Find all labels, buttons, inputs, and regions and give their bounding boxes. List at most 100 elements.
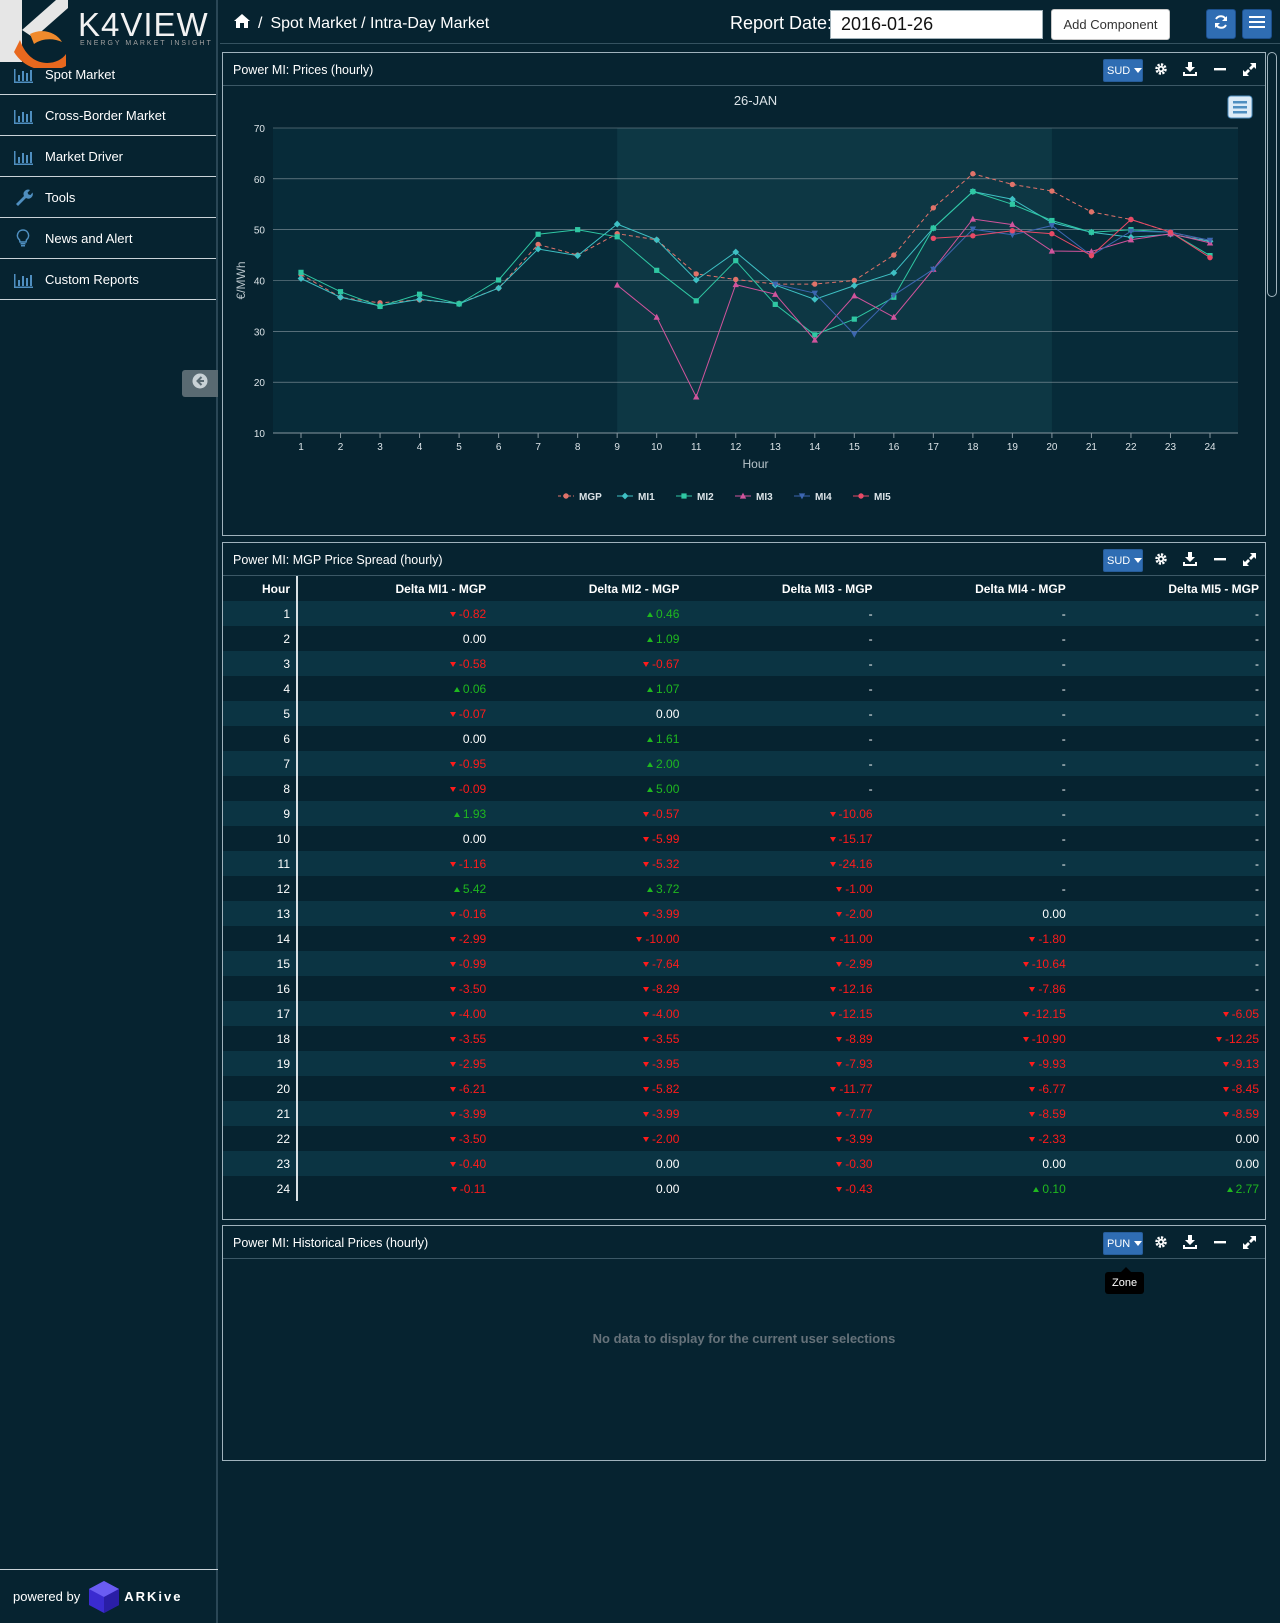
sidebar-item-custom-reports[interactable]: Custom Reports [0,259,216,300]
arrow-down-icon [449,1011,456,1017]
collapse-sidebar-button[interactable] [182,370,218,397]
cell-value: - [1061,731,1066,746]
refresh-button[interactable] [1206,9,1236,39]
download-button[interactable] [1181,1234,1199,1250]
hour-cell: 8 [223,776,298,801]
data-point-mi4 [930,266,937,273]
delta-cell: 0.00 [297,626,492,651]
chart-title: 26-JAN [734,93,777,108]
legend-label-mi1[interactable]: MI1 [638,492,655,503]
arrow-down-icon [1029,1136,1036,1142]
table-row: 19 -2.95 -3.95 -7.93 -9.93 -9.13 [223,1051,1265,1076]
home-icon[interactable] [234,14,250,33]
caret-down-icon [1134,1241,1143,1246]
delta-cell: -0.99 [297,951,493,976]
x-tick-label: 14 [809,442,821,453]
cell-value: 2 [283,631,290,646]
chart-scrollbar[interactable] [1267,52,1277,297]
legend-label-mi3[interactable]: MI3 [756,492,773,503]
legend-label-mi2[interactable]: MI2 [697,492,714,503]
zone-dropdown[interactable]: PUN [1103,1232,1143,1255]
arrow-down-icon [830,1086,837,1092]
arkive-logo[interactable]: ARKive [88,1580,182,1614]
minimize-button[interactable] [1211,1234,1229,1250]
cell-value: 0.00 [656,1156,680,1171]
zone-dropdown[interactable]: SUD [1103,59,1143,82]
delta-cell: -6.05 [1071,1001,1265,1026]
cell-value: 0.46 [656,606,680,621]
delta-cell: -6.21 [297,1076,492,1101]
add-component-button[interactable]: Add Component [1051,9,1170,40]
x-tick-label: 10 [651,442,663,453]
cell-value: -0.67 [652,656,680,671]
expand-button[interactable] [1240,1234,1258,1250]
cell-value: - [868,681,873,696]
minimize-button[interactable] [1211,551,1229,567]
delta-cell: -11.00 [685,926,878,951]
column-header[interactable]: Hour [223,576,298,601]
sidebar-item-news-and-alert[interactable]: News and Alert [0,218,216,259]
column-header[interactable]: Delta MI1 - MGP [395,581,487,596]
cell-value: -2.99 [845,956,873,971]
data-point-mi1 [1008,195,1016,203]
expand-button[interactable] [1240,551,1258,567]
x-tick-label: 6 [496,442,502,453]
sidebar-item-tools[interactable]: Tools [0,177,216,218]
cell-value: - [1255,656,1259,671]
data-point-mi3 [1009,221,1016,228]
report-date-input[interactable] [830,10,1043,39]
breadcrumb-current: Spot Market / Intra-Day Market [270,14,490,32]
column-header[interactable]: Delta MI2 - MGP [588,581,680,596]
hour-cell: 18 [223,1026,298,1051]
settings-button[interactable] [1152,61,1170,77]
delta-cell: -2.99 [297,926,492,951]
table-row: 9 1.93 -0.57 -10.06 - - [223,801,1265,826]
cell-value: 0.00 [462,731,487,746]
app-logo[interactable]: K4VIEW ENERGY MARKET INSIGHT [0,0,216,68]
cell-value: - [1061,656,1066,671]
sidebar-item-market-driver[interactable]: Market Driver [0,136,216,177]
arrow-up-icon [1033,1186,1040,1192]
cell-value: 5.42 [462,881,487,896]
delta-cell: -0.57 [492,801,686,826]
x-tick-label: 16 [888,442,900,453]
x-tick-label: 23 [1165,442,1177,453]
download-button[interactable] [1181,551,1199,567]
cell-value: 1.09 [656,631,680,646]
cell-value: - [1255,806,1259,821]
arrow-down-icon [829,811,836,817]
sidebar-item-spot-market[interactable]: Spot Market [0,54,216,95]
arrow-down-icon [449,1136,456,1142]
cell-value: - [1061,781,1066,796]
delta-cell: -0.16 [297,901,493,926]
delta-cell: 0.00 [492,1176,685,1201]
legend-label-mgp[interactable]: MGP [579,492,602,503]
arrow-down-icon [1222,1061,1229,1067]
table-row: 13 -0.16 -3.99 -2.00 0.00 - [223,901,1265,926]
minimize-button[interactable] [1211,61,1229,77]
delta-cell: -10.00 [492,926,685,951]
column-header[interactable]: Delta MI3 - MGP [781,581,873,596]
settings-button[interactable] [1152,1234,1170,1250]
y-tick-label: 20 [254,378,266,389]
zone-dropdown[interactable]: SUD [1103,549,1143,572]
menu-button[interactable] [1242,9,1272,39]
cell-value: 0.06 [462,681,487,696]
expand-button[interactable] [1240,61,1258,77]
cell-value: -3.99 [652,1106,680,1121]
table-row: 18 -3.55 -3.55 -8.89 -10.90 -12.25 [223,1026,1265,1051]
sidebar-item-cross-border-market[interactable]: Cross-Border Market [0,95,216,136]
table-row: 16 -3.50 -8.29 -12.16 -7.86 - [223,976,1265,1001]
column-header[interactable]: Delta MI5 - MGP [1168,581,1259,596]
settings-button[interactable] [1152,551,1170,567]
hour-cell: 16 [223,976,298,1001]
hour-cell: 22 [223,1126,298,1151]
delta-cell: -24.16 [685,851,879,876]
delta-cell: -5.99 [492,826,685,851]
breadcrumb-separator: / [258,14,263,32]
download-button[interactable] [1181,61,1199,77]
column-header[interactable]: Delta MI4 - MGP [975,581,1066,596]
delta-cell: -2.99 [685,951,879,976]
legend-label-mi5[interactable]: MI5 [874,492,891,503]
legend-label-mi4[interactable]: MI4 [815,492,832,503]
